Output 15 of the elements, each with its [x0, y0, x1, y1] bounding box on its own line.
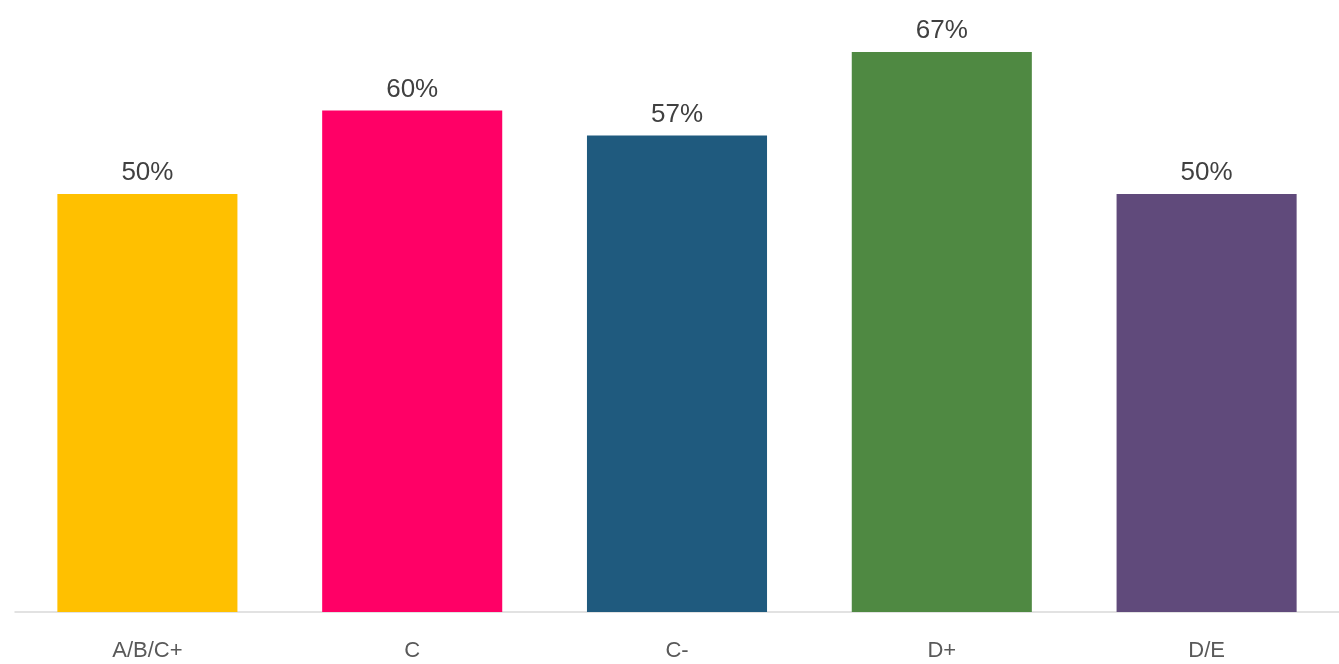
x-tick-label: D/E: [1188, 636, 1225, 662]
data-label: 57%: [650, 97, 704, 128]
bar: [57, 194, 238, 612]
data-label: 50%: [1180, 156, 1233, 187]
x-tick-label: C: [404, 636, 421, 662]
x-tick-label: A/B/C+: [112, 636, 183, 662]
x-tick-label: C-: [665, 636, 689, 662]
bar: [851, 52, 1032, 612]
x-tick-label: D+: [927, 636, 957, 662]
data-label: 67%: [915, 14, 968, 44]
data-label: 60%: [386, 72, 439, 103]
bar: [1116, 194, 1297, 612]
data-label: 50%: [121, 156, 174, 187]
bar: [586, 135, 768, 612]
bar: [322, 110, 503, 612]
